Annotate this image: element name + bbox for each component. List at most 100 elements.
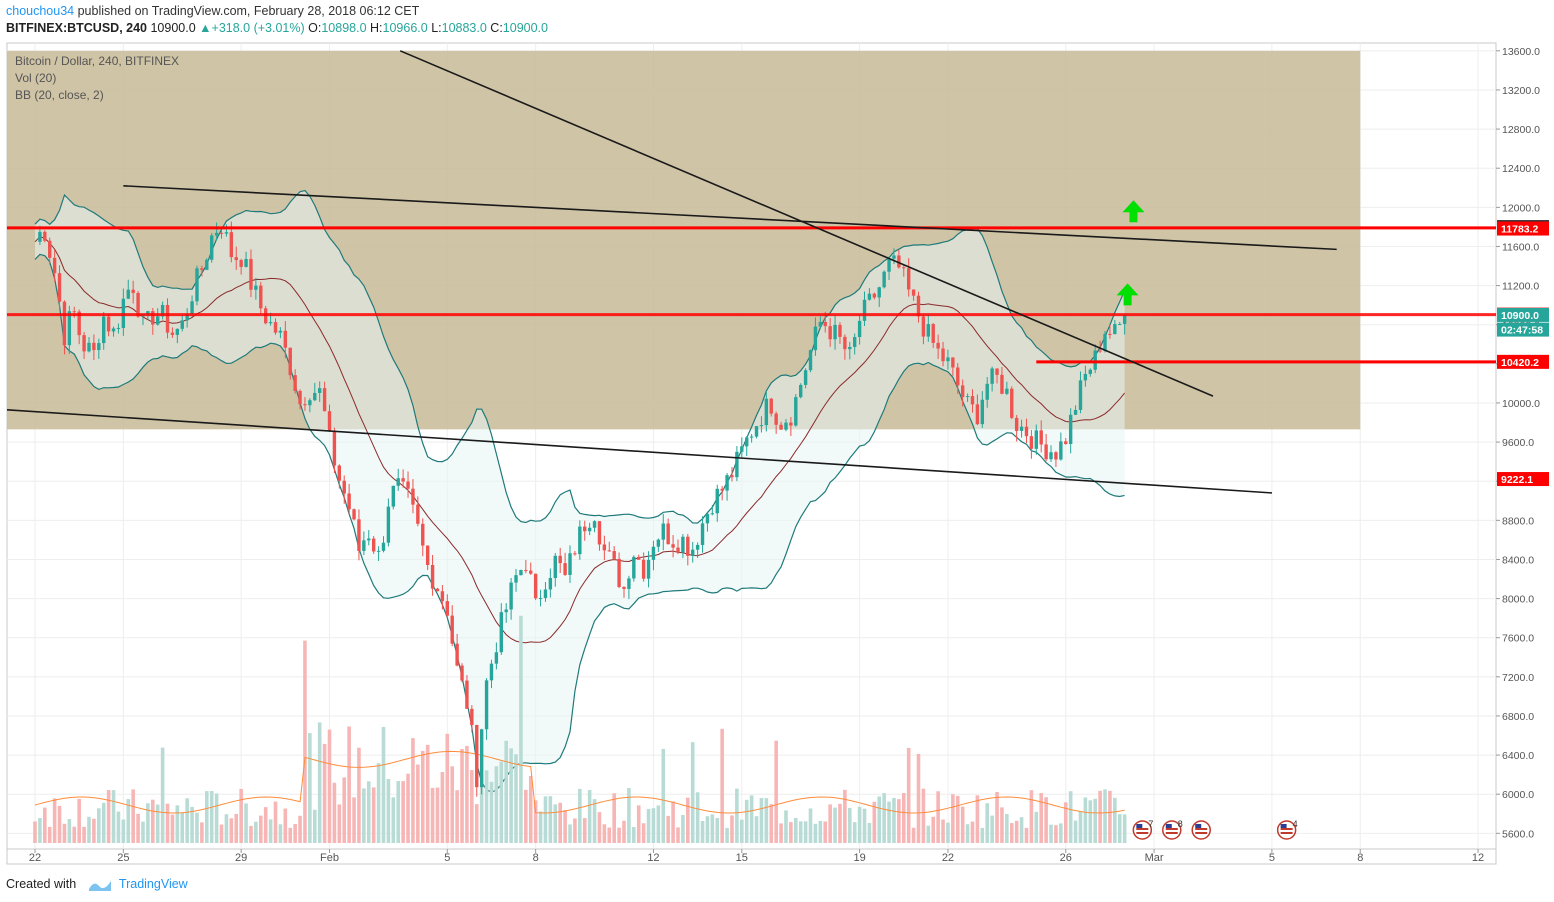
- candle-body: [720, 488, 724, 491]
- volume-bar: [838, 803, 842, 843]
- volume-bar: [484, 770, 489, 843]
- volume-bar: [308, 733, 312, 843]
- candle-body: [617, 558, 621, 587]
- candle-body: [789, 422, 793, 426]
- volume-bar: [1059, 823, 1063, 843]
- volume-bar: [843, 789, 847, 843]
- volume-bar: [214, 793, 219, 843]
- candle-body: [62, 301, 67, 346]
- y-tick-label: 8000.0: [1502, 594, 1534, 606]
- candle-body: [67, 311, 72, 346]
- volume-bar: [661, 748, 666, 843]
- volume-bar: [548, 796, 553, 843]
- candle-body: [671, 544, 675, 548]
- candle-body: [489, 663, 494, 681]
- candle-body: [249, 258, 253, 290]
- candle-body: [735, 451, 739, 478]
- volume-bar: [730, 815, 734, 843]
- volume-bar: [808, 808, 813, 843]
- candle-body: [892, 255, 896, 259]
- candle-body: [1113, 324, 1117, 335]
- tradingview-logo-icon: [88, 880, 111, 891]
- x-tick-label: Mar: [1145, 852, 1164, 864]
- volume-bar: [887, 801, 891, 843]
- candle-body: [1039, 430, 1043, 445]
- tradingview-link[interactable]: TradingView: [118, 877, 188, 891]
- flag-stripe: [1280, 828, 1293, 830]
- candle-body: [779, 424, 783, 430]
- candle-body: [641, 559, 646, 579]
- candle-body: [347, 493, 351, 510]
- candle-body: [1024, 426, 1029, 437]
- volume-bar: [474, 804, 479, 843]
- volume-bar: [47, 826, 52, 843]
- volume-bar: [317, 722, 322, 843]
- x-tick-label: 8: [1357, 852, 1363, 864]
- up-arrow-icon: [1122, 200, 1145, 223]
- volume-bar: [607, 827, 612, 843]
- candle-body: [1098, 350, 1102, 352]
- volume-bar: [617, 827, 621, 843]
- volume-bar: [386, 778, 391, 843]
- y-tick-label: 13200.0: [1502, 85, 1540, 97]
- candle-body: [862, 299, 867, 321]
- candle-body: [833, 324, 837, 340]
- candle-body: [686, 536, 690, 556]
- volume-bar: [111, 790, 116, 843]
- candle-body: [205, 259, 209, 270]
- candle-body: [710, 513, 715, 515]
- candle-body: [396, 478, 400, 486]
- candle-body: [259, 285, 263, 309]
- volume-bar: [1088, 800, 1093, 843]
- candle-body: [479, 729, 484, 788]
- candle-body: [941, 348, 945, 362]
- author-link[interactable]: chouchou34: [6, 4, 75, 18]
- volume-bar: [288, 827, 293, 843]
- candle-body: [995, 368, 999, 375]
- volume-bar: [455, 790, 459, 843]
- volume-bar: [1063, 802, 1068, 843]
- event-count: 7: [1148, 819, 1153, 829]
- candle-body: [224, 232, 229, 234]
- candle-body: [273, 322, 278, 333]
- volume-bar: [396, 781, 401, 843]
- volume-bar: [1024, 827, 1029, 843]
- volume-bar: [1078, 811, 1083, 843]
- candle-body: [1064, 441, 1068, 444]
- candle-body: [200, 268, 204, 270]
- candle-body: [268, 322, 273, 324]
- volume-bar: [538, 811, 543, 843]
- candle-body: [180, 320, 184, 329]
- candle-body: [322, 388, 327, 412]
- volume-bar: [381, 727, 386, 843]
- price-tag: [1497, 221, 1549, 236]
- volume-bar: [901, 793, 906, 843]
- candles: [38, 221, 1127, 797]
- price-tag-label: 02:47:58: [1501, 325, 1543, 337]
- open-label: O:: [308, 21, 322, 35]
- volume-bar: [77, 798, 81, 843]
- flag-stripe: [1165, 832, 1178, 834]
- candle-body: [391, 485, 396, 507]
- candle-body: [116, 327, 121, 329]
- x-tick-label: 5: [444, 852, 450, 864]
- candle-body: [538, 598, 543, 600]
- volume-bar: [715, 818, 720, 843]
- volume-bar: [136, 813, 140, 843]
- volume-bar: [587, 790, 592, 843]
- candle-body: [72, 311, 76, 313]
- legend-bb: BB (20, close, 2): [15, 88, 104, 102]
- candle-body: [897, 255, 901, 268]
- candle-body: [367, 538, 371, 541]
- volume-bar: [700, 820, 705, 843]
- candle-body: [960, 385, 965, 398]
- candle-body: [77, 311, 81, 336]
- volume-bar: [921, 788, 926, 843]
- candle-body: [504, 609, 508, 613]
- volume-bar: [558, 802, 562, 843]
- up-arrow-icon: [1116, 283, 1139, 306]
- candle-body: [936, 342, 940, 349]
- volume-bar: [1014, 820, 1019, 843]
- volume-bar: [298, 815, 302, 843]
